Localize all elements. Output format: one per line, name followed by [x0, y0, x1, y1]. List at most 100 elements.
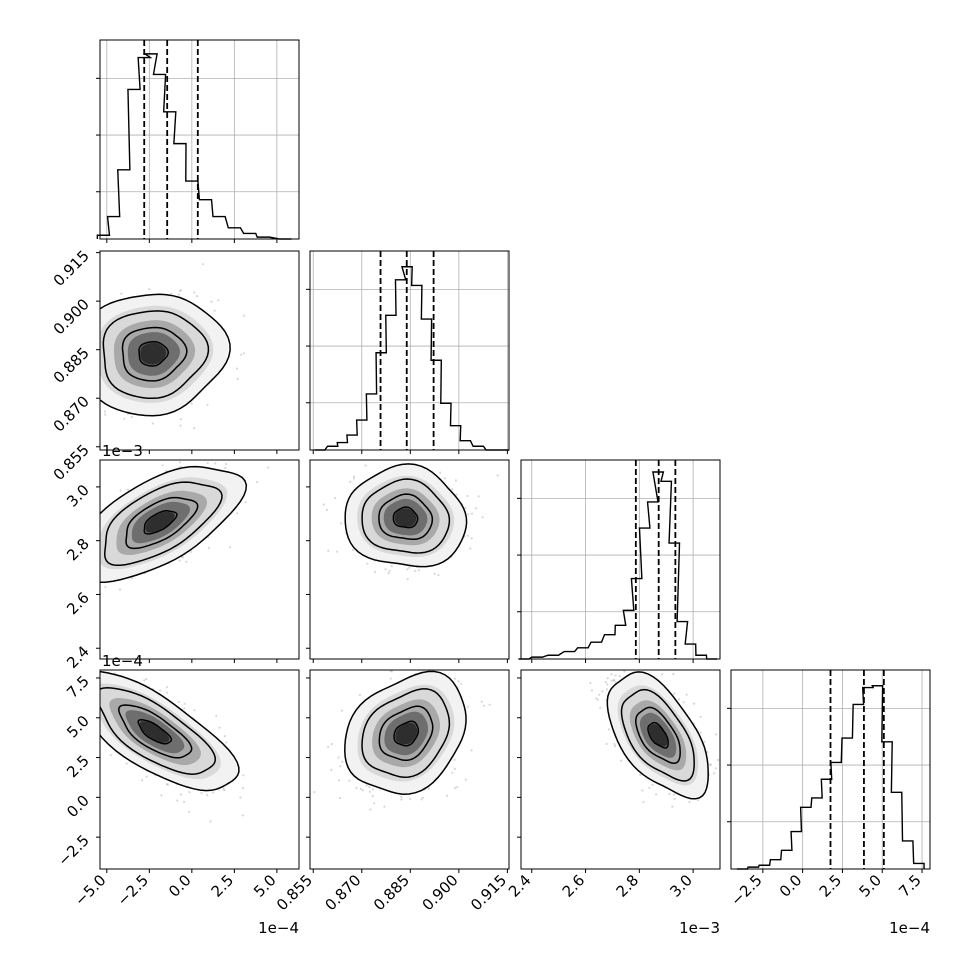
- scatter-point: [453, 767, 456, 771]
- scatter-point: [94, 317, 96, 319]
- scatter-point: [29, 346, 31, 348]
- scatter-point: [211, 791, 215, 794]
- contour-line-1: [100, 687, 216, 775]
- scatter-point: [89, 596, 91, 598]
- scatter-point: [49, 608, 51, 610]
- scatter-point: [267, 466, 270, 469]
- scatter-point: [53, 656, 55, 658]
- scatter-point: [68, 679, 70, 681]
- scatter-point: [330, 742, 333, 746]
- scatter-point: [96, 702, 98, 704]
- contour-line-2: [378, 493, 434, 541]
- scatter-point: [480, 700, 483, 703]
- panel-content: [49, 456, 270, 610]
- scatter-point: [52, 561, 54, 563]
- scatter-point: [96, 345, 98, 347]
- scatter-point: [709, 764, 712, 767]
- scatter-point: [206, 794, 209, 797]
- contour-line-2: [378, 705, 434, 762]
- scatter-point: [678, 698, 681, 701]
- scatter-point: [83, 708, 85, 710]
- scatter-point: [95, 554, 97, 556]
- scatter-point: [84, 712, 86, 714]
- scatter-point: [58, 599, 60, 601]
- panel-frame: [99, 459, 300, 660]
- scatter-point: [438, 457, 440, 459]
- scatter-point: [51, 648, 53, 650]
- scatter-point: [241, 787, 244, 790]
- scatter-point: [97, 524, 99, 526]
- scatter-point: [94, 350, 96, 352]
- scatter-point: [165, 691, 169, 694]
- scatter-point: [368, 790, 371, 793]
- scatter-point: [322, 503, 325, 506]
- scatter-point: [605, 742, 608, 746]
- scatter-point: [366, 562, 369, 565]
- scatter-point: [371, 788, 375, 791]
- scatter-point: [104, 413, 107, 416]
- scatter-point: [349, 480, 352, 483]
- scatter-point: [614, 745, 617, 748]
- contour-line-3: [393, 720, 420, 747]
- scatter-point: [256, 481, 259, 484]
- panel-frame: [99, 250, 300, 451]
- scatter-point: [200, 791, 203, 795]
- scatter-point: [180, 289, 183, 292]
- scatter-point: [685, 693, 688, 696]
- scatter-point: [96, 523, 98, 525]
- scatter-point: [195, 456, 197, 458]
- scatter-point: [89, 560, 91, 562]
- scatter-point: [60, 695, 62, 697]
- scatter-point: [96, 365, 98, 367]
- scatter-point: [692, 702, 696, 705]
- scatter-point: [364, 464, 367, 467]
- scatter-point: [94, 356, 96, 358]
- scatter-point: [206, 403, 209, 406]
- scatter-point: [63, 667, 65, 669]
- scatter-point: [193, 291, 196, 294]
- scatter-point: [91, 578, 93, 580]
- scatter-point: [390, 670, 393, 673]
- scatter-point: [242, 314, 246, 317]
- scatter-point: [387, 572, 390, 575]
- scatter-point: [481, 516, 484, 519]
- scatter-point: [145, 677, 148, 681]
- scatter-point: [89, 381, 91, 383]
- scatter-point: [453, 677, 457, 680]
- scatter-point: [223, 735, 226, 738]
- scatter-point: [408, 566, 411, 569]
- scatter-point: [179, 424, 182, 427]
- scatter-point: [183, 707, 186, 710]
- scatter-point: [358, 693, 361, 697]
- scatter-point: [62, 702, 64, 704]
- scatter-point: [626, 666, 628, 668]
- scatter-point: [159, 689, 162, 692]
- scatter-point: [95, 668, 97, 670]
- scatter-point: [81, 374, 83, 376]
- scatter-point: [98, 364, 100, 366]
- scatter-point: [148, 288, 151, 291]
- scatter-point: [69, 563, 71, 565]
- scatter-panel-3-0: [51, 648, 300, 870]
- scatter-point: [451, 771, 454, 774]
- scatter-point: [352, 548, 355, 552]
- scatter-point: [338, 796, 342, 800]
- scatter-point: [446, 794, 449, 797]
- scatter-point: [325, 508, 328, 512]
- scatter-point: [464, 506, 467, 510]
- scatter-point: [96, 371, 98, 373]
- scatter-point: [423, 667, 425, 669]
- scatter-point: [93, 552, 95, 554]
- scatter-point: [466, 494, 469, 498]
- scatter-point: [368, 786, 371, 789]
- scatter-point: [414, 569, 417, 573]
- panel-content: [51, 648, 245, 823]
- scatter-point: [225, 741, 228, 744]
- scatter-point: [178, 559, 181, 562]
- scatter-point: [439, 471, 442, 474]
- scatter-point: [125, 762, 128, 765]
- scatter-point: [222, 787, 225, 790]
- scatter-point: [341, 760, 344, 763]
- scatter-point: [93, 549, 95, 551]
